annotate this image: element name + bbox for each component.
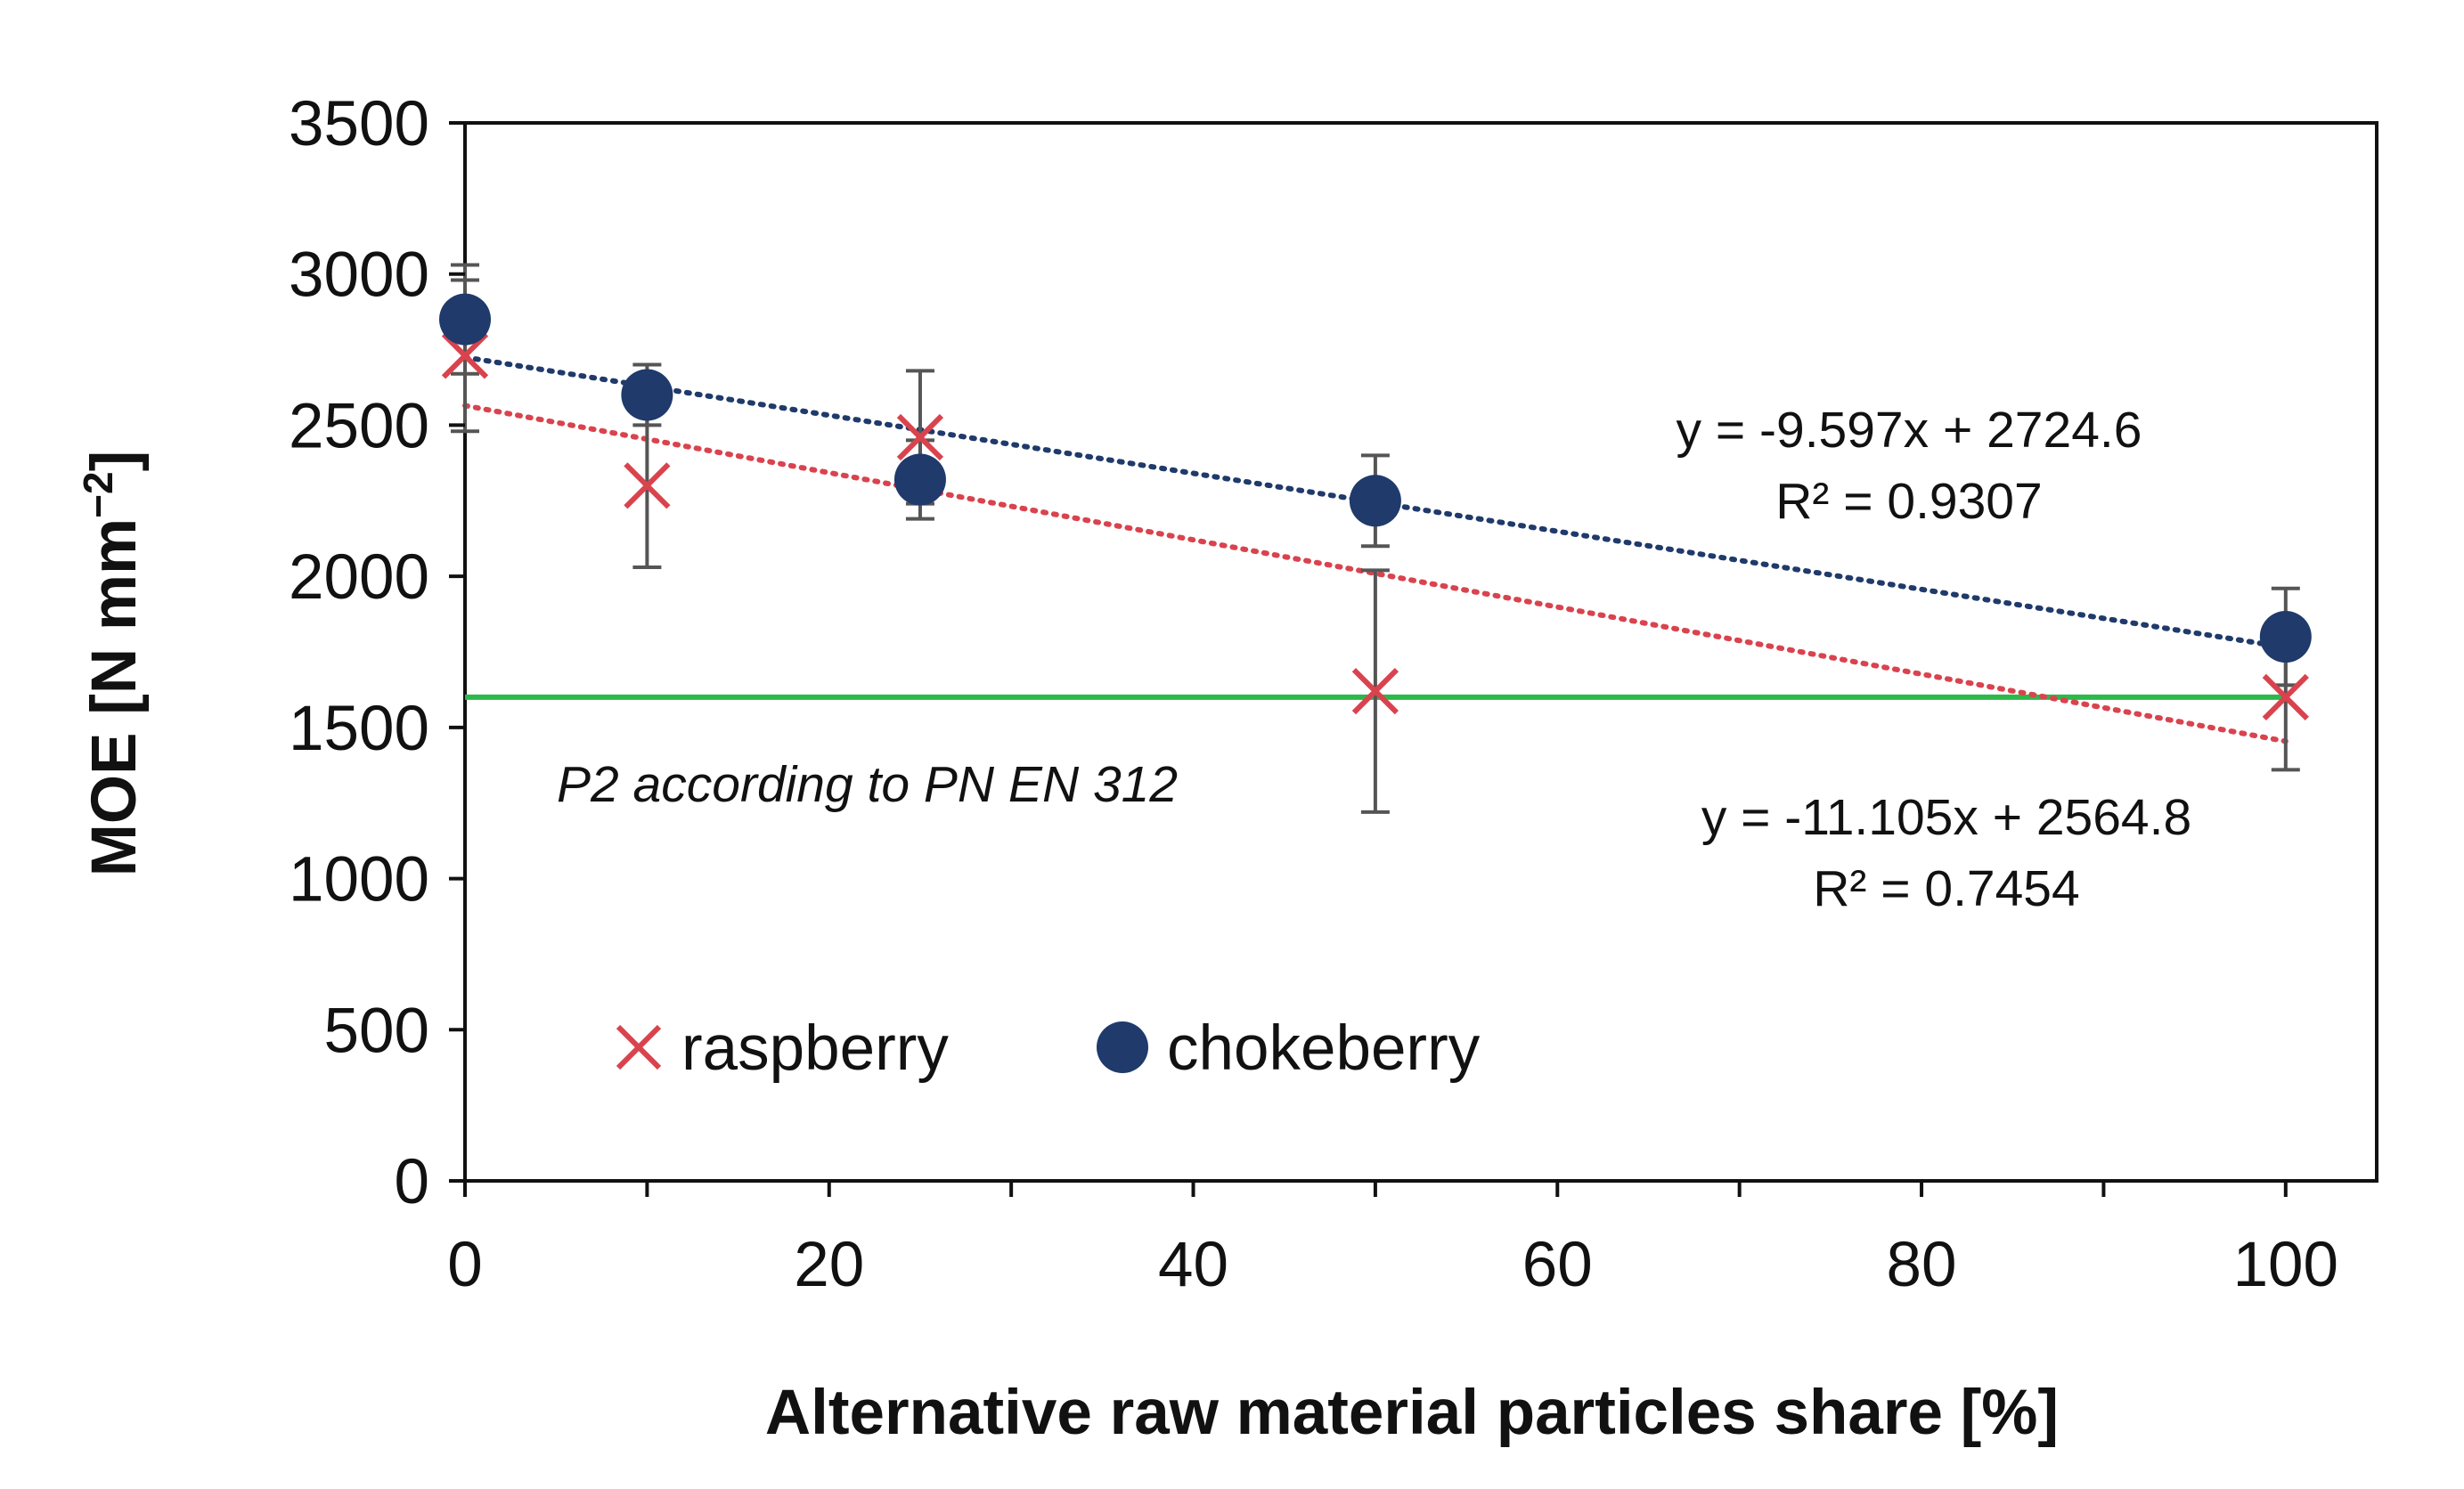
- x-tick-label: 60: [1522, 1230, 1593, 1300]
- point-stroke-b: [1351, 668, 1399, 715]
- x-tick-label: 40: [1158, 1230, 1228, 1300]
- y-tick-label: 2000: [289, 542, 429, 613]
- raspberry-equation: y = -11.105x + 2564.8: [1701, 789, 2191, 846]
- chokeberry-point: [621, 369, 673, 421]
- point-stroke-b: [441, 332, 489, 379]
- chokeberry-point: [2259, 611, 2312, 663]
- y-tick-label: 1000: [289, 845, 429, 915]
- legend-raspberry-label: raspberry: [681, 1013, 949, 1084]
- raspberry-point: [441, 332, 489, 379]
- legend-chokeberry-label: chokeberry: [1167, 1013, 1481, 1084]
- chokeberry-point: [1349, 475, 1401, 527]
- y-axis-title: MOE [N mm−2]: [75, 451, 150, 876]
- plot-frame: [463, 121, 2378, 1183]
- y-axis-title-sup: −2: [75, 471, 121, 517]
- raspberry-point: [624, 462, 671, 509]
- chokeberry-r2: R² = 0.9307: [1775, 473, 2042, 530]
- point-layer: [439, 293, 2312, 721]
- chokeberry-equation: y = -9.597x + 2724.6: [1677, 402, 2142, 459]
- y-tick-label: 3000: [289, 240, 429, 311]
- tick-layer: 0 500 1000 1500 2000 2500 3000 3500 0 20 40 60 80 100: [289, 89, 2338, 1300]
- x-tick-label: 0: [447, 1230, 483, 1300]
- point-stroke-b: [624, 462, 671, 509]
- reference-line-label: P2 according to PN EN 312: [557, 756, 1178, 813]
- point-stroke-b: [896, 413, 944, 461]
- raspberry-r2: R² = 0.7454: [1813, 860, 2079, 917]
- legend-raspberry-marker: [616, 1024, 662, 1070]
- y-tick-label: 0: [395, 1147, 430, 1217]
- x-tick-label: 100: [2233, 1230, 2338, 1300]
- y-axis-title-main: MOE [N mm: [79, 518, 150, 876]
- chokeberry-point: [439, 293, 491, 346]
- legend: raspberry chokeberry: [616, 1013, 1481, 1084]
- y-tick-label: 3500: [289, 89, 429, 159]
- y-axis-title-end: ]: [79, 451, 150, 472]
- raspberry-trendline: [462, 403, 2289, 744]
- legend-chokeberry-marker: [1097, 1021, 1148, 1073]
- x-tick-label: 80: [1887, 1230, 1957, 1300]
- plot-area: [463, 121, 2378, 1183]
- point-stroke-b: [2262, 673, 2309, 721]
- raspberry-point: [1351, 668, 1399, 715]
- raspberry-point: [896, 413, 944, 461]
- x-tick-label: 20: [794, 1230, 864, 1300]
- x-axis-title: Alternative raw material particles share…: [765, 1378, 2059, 1448]
- chokeberry-point: [893, 453, 946, 506]
- y-tick-label: 2500: [289, 391, 429, 461]
- raspberry-point: [2262, 673, 2309, 721]
- y-tick-label: 1500: [289, 694, 429, 764]
- y-tick-label: 500: [324, 996, 429, 1066]
- errorbar-layer: [451, 263, 2300, 814]
